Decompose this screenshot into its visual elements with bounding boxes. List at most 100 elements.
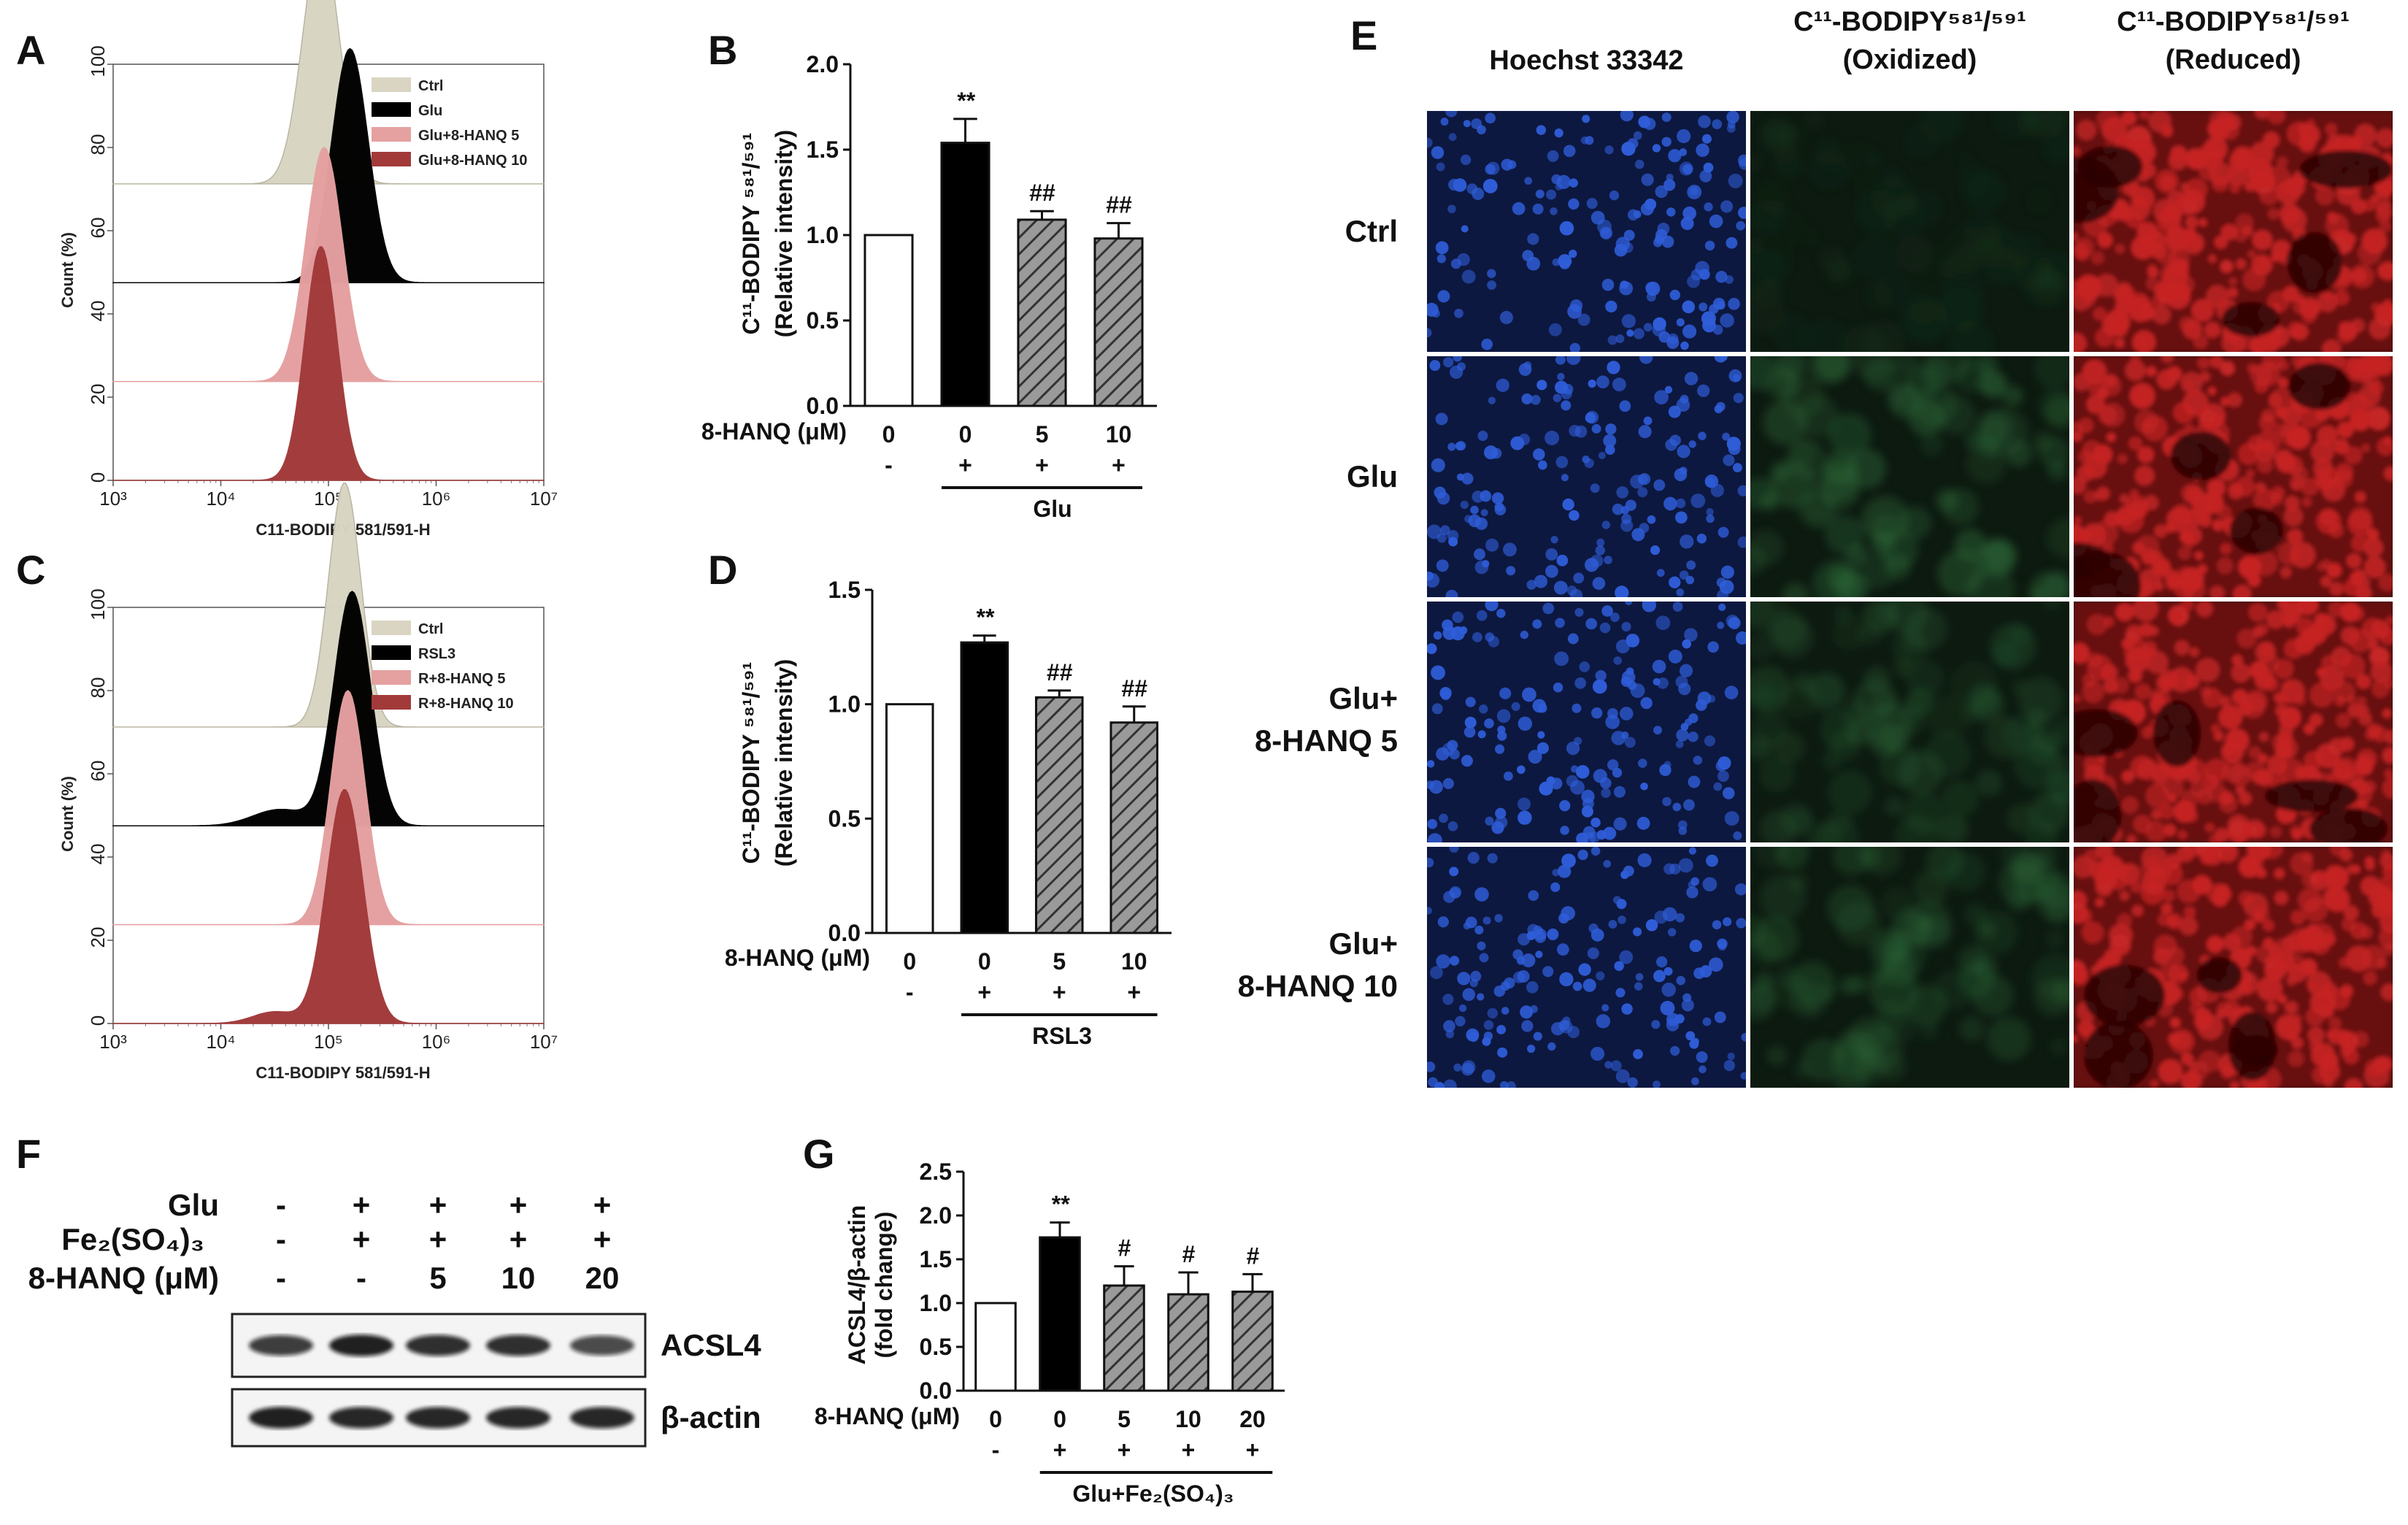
panel-b-bar-chart: C¹¹-BODIPY ⁵⁸¹/⁵⁹¹ (Relative intensity) … [701, 51, 1157, 522]
nucleus-dot [1722, 787, 1735, 799]
panel-letter-a: A [16, 27, 45, 73]
nucleus-dot [1453, 1063, 1462, 1072]
treatment-sign: + [1246, 1437, 1260, 1463]
nucleus-dot [1740, 1072, 1746, 1080]
nucleus-dot [1704, 202, 1713, 212]
reduced-speck [2128, 668, 2142, 683]
reduced-void [2083, 964, 2166, 1027]
nucleus-dot [1675, 511, 1688, 524]
nucleus-dot [1728, 442, 1741, 456]
nucleus-dot [1728, 369, 1742, 383]
nucleus-dot [1442, 619, 1453, 631]
column-label: (Oxidized) [1843, 45, 1977, 75]
reduced-speck [2363, 780, 2377, 794]
nucleus-dot [1520, 631, 1528, 639]
treatment-sign: - [356, 1261, 366, 1295]
treatment-row-label: Fe₂(SO₄)₃ [61, 1222, 204, 1256]
reduced-speck [2141, 847, 2168, 872]
reduced-speck [2263, 439, 2273, 448]
band-core [570, 1407, 634, 1429]
nucleus-dot [1620, 280, 1629, 289]
reduced-speck [2366, 356, 2393, 376]
significance-mark: ## [1029, 180, 1055, 206]
nucleus-dot [1558, 1020, 1570, 1031]
reduced-speck [2197, 564, 2208, 575]
nucleus-dot [1645, 282, 1657, 294]
reduced-speck [2231, 926, 2253, 948]
nucleus-dot [1487, 1007, 1498, 1019]
oxidized-signal [1750, 602, 2069, 842]
oxidized-blob [1766, 1045, 1788, 1067]
nucleus-dot [1467, 852, 1480, 864]
reduced-speck [2205, 495, 2225, 515]
nucleus-dot [1655, 228, 1668, 241]
nucleus-dot [1454, 308, 1463, 318]
nucleus-dot [1621, 621, 1631, 632]
nucleus-dot [1569, 510, 1580, 521]
oxidized-blob [1836, 902, 1881, 947]
legend-label: Glu [418, 103, 442, 119]
nucleus-dot [1561, 853, 1576, 868]
reduced-speck [2252, 229, 2273, 250]
oxidized-blob [1945, 851, 1985, 892]
treatment-sign: - [992, 1437, 1000, 1463]
reduced-speck [2315, 743, 2341, 769]
histogram-r-8-hanq-10 [113, 789, 544, 1024]
nucleus-dot [1574, 677, 1587, 689]
panel-c-xlabel: C11-BODIPY 581/591-H [255, 1064, 430, 1082]
panel-f-western-blot: Glu - + + + +Fe₂(SO₄)₃ - + + + +8-HANQ (μM) - -5 10 20… [28, 1188, 761, 1448]
nucleus-dot [1563, 145, 1576, 158]
nucleus-dot [1741, 1032, 1746, 1042]
nucleus-dot [1555, 456, 1569, 469]
row-label: 8-HANQ 10 [1238, 969, 1398, 1003]
reduced-speck [2350, 199, 2367, 215]
nucleus-dot [1427, 137, 1433, 148]
reduced-speck [2364, 729, 2377, 741]
y-tick-label: 1.0 [920, 1290, 952, 1316]
micrograph-cell [2074, 356, 2393, 597]
reduced-speck [2321, 982, 2338, 998]
reduced-speck [2216, 1001, 2233, 1018]
reduced-speck [2284, 176, 2306, 198]
oxidized-blob [1877, 1052, 1907, 1082]
panel-b-ylabel-line1: C¹¹-BODIPY ⁵⁸¹/⁵⁹¹ [738, 133, 764, 335]
column-label: C¹¹-BODIPY⁵⁸¹/⁵⁹¹ [2117, 7, 2350, 37]
reduced-speck [2232, 584, 2252, 597]
reduced-speck [2145, 647, 2156, 658]
nucleus-dot [1479, 704, 1488, 714]
nucleus-dot [1726, 111, 1739, 124]
nucleus-dot [1590, 210, 1605, 225]
nucleus-dot [1474, 925, 1484, 935]
reduced-speck [2247, 435, 2264, 452]
reduced-speck [2180, 372, 2203, 394]
nucleus-dot [1547, 928, 1559, 940]
reduced-speck [2379, 220, 2392, 233]
reduced-speck [2129, 383, 2155, 410]
histogram-glu-8-hanq-5 [112, 147, 545, 383]
reduced-speck [2301, 308, 2317, 324]
oxidized-blob [1750, 235, 1795, 280]
reduced-speck [2134, 683, 2152, 700]
reduced-speck [2294, 766, 2307, 777]
legend-swatch [372, 152, 411, 166]
nucleus-dot [1460, 500, 1469, 510]
nucleus-dot [1466, 1028, 1480, 1042]
nucleus-dot [1521, 1020, 1534, 1032]
y-tick-label: 1.0 [828, 691, 861, 718]
nucleus-dot [1427, 1061, 1436, 1072]
nucleus-dot [1688, 440, 1696, 448]
reduced-speck [2323, 291, 2333, 301]
reduced-speck [2349, 393, 2373, 418]
nucleus-dot [1699, 169, 1712, 183]
reduced-speck [2189, 647, 2200, 658]
micrograph-content [1750, 356, 2069, 597]
nucleus-dot [1499, 687, 1512, 699]
reduced-speck [2204, 321, 2221, 339]
nucleus-dot [1447, 821, 1458, 831]
nucleus-dot [1691, 1037, 1699, 1045]
reduced-speck [2327, 212, 2336, 221]
reduced-speck [2074, 524, 2080, 534]
nucleus-dot [1653, 726, 1662, 735]
nucleus-dot [1433, 631, 1442, 640]
